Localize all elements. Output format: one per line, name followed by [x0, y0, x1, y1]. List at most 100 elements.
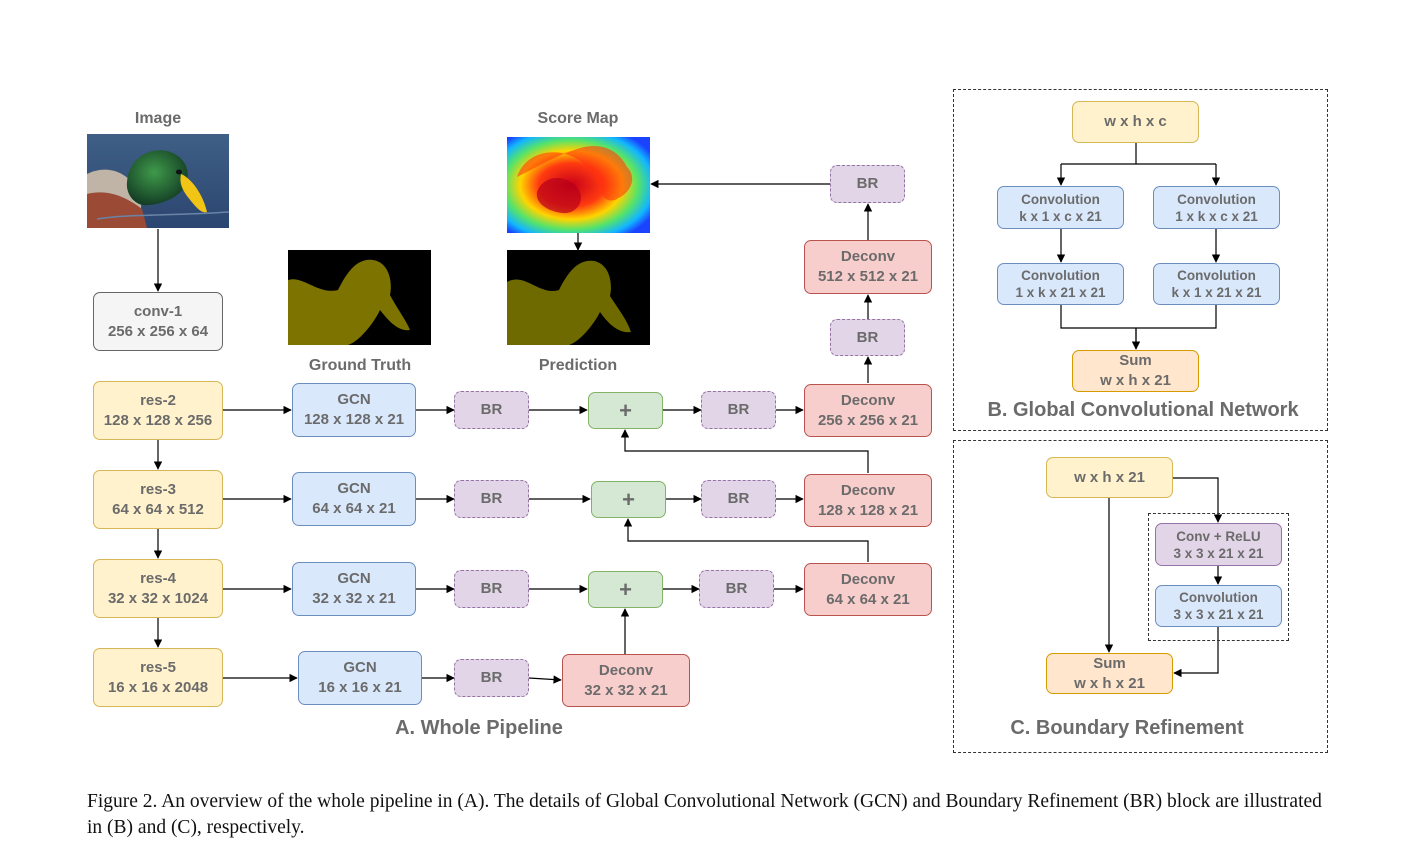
gcn5-title: GCN: [343, 659, 377, 676]
gcn4-block: GCN 32 x 32 x 21: [292, 562, 416, 616]
gcn-right-conv2: Convolution k x 1 x 21 x 21: [1153, 263, 1280, 305]
deconv-512-block: Deconv 512 x 512 x 21: [804, 240, 932, 294]
conv1-block: conv-1 256 x 256 x 64: [93, 292, 223, 351]
br-conv-relu-title: Conv + ReLU: [1176, 528, 1261, 544]
deconv-32-dims: 32 x 32 x 21: [584, 681, 668, 699]
gcn-left-conv2: Convolution 1 x k x 21 x 21: [997, 263, 1124, 305]
edge-br5-deconv32: [528, 675, 562, 684]
prediction-label: Prediction: [538, 357, 618, 374]
br-residual-group: [1148, 513, 1289, 641]
br-sum-dims: w x h x 21: [1074, 674, 1145, 692]
figure-caption: Figure 2. An overview of the whole pipel…: [87, 791, 1322, 838]
sum-node-row4: +: [588, 571, 663, 608]
br-conv-title: Convolution: [1179, 590, 1258, 605]
deconv-32-block: Deconv 32 x 32 x 21: [562, 654, 690, 707]
score-map-image: [507, 137, 650, 233]
br-conv-block: Convolution 3 x 3 x 21 x 21: [1155, 585, 1282, 627]
deconv-32-title: Deconv: [598, 661, 654, 679]
gcn-section-title: B. Global Convolutional Network: [987, 399, 1299, 421]
prediction-image: [507, 250, 650, 345]
br-after-sum-row4: BR: [699, 570, 774, 608]
edge-deconv128-plus2: [620, 429, 869, 473]
br-block-row4: BR: [454, 570, 529, 608]
deconv-256-title: Deconv: [840, 391, 896, 409]
image-label: Image: [134, 110, 182, 127]
br-conv-dims: 3 x 3 x 21 x 21: [1173, 607, 1264, 622]
plus-sign: +: [619, 397, 632, 423]
whole-pipeline-title: A. Whole Pipeline: [395, 717, 563, 739]
res3-title: res-3: [140, 480, 176, 498]
res4-dims: 32 x 32 x 1024: [107, 589, 209, 607]
gcn-left-conv2-title: Convolution: [1021, 268, 1100, 283]
br-block-row3: BR: [454, 480, 529, 518]
conv1-dims: 256 x 256 x 64: [107, 322, 209, 340]
br-conv-relu-dims: 3 x 3 x 21 x 21: [1173, 545, 1264, 561]
br-label: BR: [727, 490, 750, 507]
br-final-block: BR: [830, 165, 905, 203]
gcn-right-conv2-title: Convolution: [1177, 268, 1256, 283]
gcn-panel: [953, 89, 1328, 431]
br-input-dims: w x h x 21: [1074, 468, 1145, 486]
sum-node-row2: +: [588, 392, 663, 429]
deconv-512-title: Deconv: [840, 248, 896, 265]
gcn-left-conv1-dims: k x 1 x c x 21: [1019, 208, 1102, 224]
gcn2-title: GCN: [337, 391, 371, 408]
deconv-64-dims: 64 x 64 x 21: [826, 590, 910, 608]
res4-title: res-4: [140, 569, 176, 587]
br-panel: [953, 440, 1328, 753]
res2-dims: 128 x 128 x 256: [103, 411, 213, 429]
gcn-right-conv2-dims: k x 1 x 21 x 21: [1171, 285, 1262, 300]
gcn-sum-block: Sum w x h x 21: [1072, 350, 1199, 392]
res2-title: res-2: [140, 391, 176, 409]
deconv-128-block: Deconv 128 x 128 x 21: [804, 474, 932, 527]
gcn5-dims: 16 x 16 x 21: [318, 679, 402, 696]
edge-br-to-sum: [1173, 627, 1219, 678]
deconv-128-title: Deconv: [840, 481, 896, 499]
plus-sign: +: [619, 576, 632, 602]
gcn-left-conv1-title: Convolution: [1021, 191, 1100, 207]
gcn2-block: GCN 128 x 128 x 21: [292, 383, 416, 437]
br-label: BR: [480, 580, 503, 597]
gcn4-dims: 32 x 32 x 21: [312, 590, 396, 607]
br-label: BR: [856, 175, 879, 192]
gcn3-block: GCN 64 x 64 x 21: [292, 472, 416, 526]
res3-dims: 64 x 64 x 512: [112, 500, 204, 518]
br-sum-title: Sum: [1093, 654, 1126, 672]
edge-gcn-input-split: [1061, 143, 1216, 165]
edge-deconv64-plus3: [623, 518, 869, 562]
br-label: BR: [725, 580, 748, 597]
gcn-right-conv1: Convolution 1 x k x c x 21: [1153, 186, 1280, 229]
br-label: BR: [480, 669, 503, 686]
br-before-deconv512: BR: [830, 319, 905, 356]
gcn-left-conv2-dims: 1 x k x 21 x 21: [1015, 285, 1106, 300]
plus-sign: +: [622, 486, 635, 512]
res5-title: res-5: [140, 658, 176, 676]
br-input-block: w x h x 21: [1046, 457, 1173, 498]
gcn-right-conv1-title: Convolution: [1177, 191, 1256, 207]
gcn-input-block: w x h x c: [1072, 101, 1199, 143]
ground-truth-image: [288, 250, 431, 345]
gcn-input-dims: w x h x c: [1104, 113, 1167, 130]
res3-block: res-3 64 x 64 x 512: [93, 470, 223, 529]
gcn2-dims: 128 x 128 x 21: [303, 411, 405, 428]
gcn-left-conv1: Convolution k x 1 x c x 21: [997, 186, 1124, 229]
deconv-64-title: Deconv: [840, 570, 896, 588]
br-label: BR: [480, 490, 503, 507]
gcn3-dims: 64 x 64 x 21: [312, 500, 396, 517]
gcn5-block: GCN 16 x 16 x 21: [298, 651, 422, 705]
deconv-256-dims: 256 x 256 x 21: [817, 411, 919, 429]
res4-block: res-4 32 x 32 x 1024: [93, 559, 223, 618]
gcn3-title: GCN: [337, 480, 371, 497]
br-block-row2: BR: [454, 391, 529, 429]
br-label: BR: [480, 401, 503, 418]
res5-dims: 16 x 16 x 2048: [107, 678, 209, 696]
gcn4-title: GCN: [337, 570, 371, 587]
score-map-label: Score Map: [537, 110, 619, 127]
res5-block: res-5 16 x 16 x 2048: [93, 648, 223, 707]
gcn-sum-dims: w x h x 21: [1100, 372, 1171, 389]
gcn-right-conv1-dims: 1 x k x c x 21: [1175, 208, 1258, 224]
br-label: BR: [727, 401, 750, 418]
deconv-128-dims: 128 x 128 x 21: [817, 501, 919, 519]
